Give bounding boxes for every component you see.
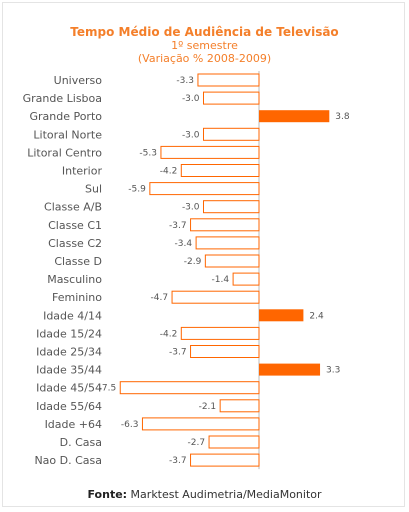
category-label: Litoral Norte [33, 128, 102, 141]
data-label: -3.0 [182, 94, 200, 104]
data-label: -6.3 [121, 420, 139, 430]
category-label: Nao D. Casa [34, 454, 102, 467]
bar [191, 346, 259, 358]
bar [204, 128, 260, 140]
bar [172, 291, 259, 303]
bar [220, 400, 259, 412]
data-label: -3.0 [182, 203, 200, 213]
bar [205, 255, 259, 267]
category-label: Sul [85, 183, 102, 196]
category-label: Litoral Centro [27, 146, 102, 159]
data-label: -1.4 [212, 275, 230, 285]
source-label: Fonte: [87, 488, 127, 501]
source-text: Marktest Audimetria/MediaMonitor [127, 488, 321, 501]
category-label: Idade 4/14 [43, 309, 102, 322]
category-label: Feminino [52, 291, 102, 304]
category-label: D. Casa [60, 436, 102, 449]
category-label: Grande Porto [29, 110, 102, 123]
category-label: Idade 25/34 [36, 346, 102, 359]
bar [204, 92, 260, 104]
category-label: Idade 15/24 [36, 327, 102, 340]
bar [204, 201, 260, 213]
bar [196, 237, 259, 249]
bar [259, 364, 320, 376]
bar [142, 418, 259, 430]
bar [209, 436, 259, 448]
bar [198, 74, 259, 86]
bar [233, 273, 259, 285]
bar [181, 327, 259, 339]
category-label: Classe D [54, 255, 102, 268]
bar [181, 165, 259, 177]
bar [161, 146, 259, 158]
data-label: -5.3 [139, 148, 157, 158]
data-label: -3.7 [169, 348, 187, 358]
bar [150, 183, 259, 195]
category-label: Classe A/B [44, 201, 102, 214]
data-label: -4.2 [160, 167, 178, 177]
data-label: -2.1 [199, 402, 217, 412]
category-label: Idade 35/44 [36, 364, 102, 377]
data-label: -5.9 [128, 185, 146, 195]
data-label: -4.2 [160, 329, 178, 339]
data-label: -2.7 [187, 438, 205, 448]
bar [120, 382, 259, 394]
data-label: -4.7 [150, 293, 168, 303]
data-label: 3.3 [326, 366, 340, 376]
data-label: 2.4 [309, 311, 324, 321]
data-label: 3.8 [335, 112, 350, 122]
category-label: Classe C2 [48, 237, 102, 250]
category-label: Grande Lisboa [23, 92, 102, 105]
category-label: Masculino [47, 273, 102, 286]
bar [259, 110, 329, 122]
data-label: -3.3 [176, 76, 194, 86]
bar [191, 454, 259, 466]
data-label: -7.5 [99, 384, 117, 394]
category-label: Idade 55/64 [36, 400, 102, 413]
category-label: Interior [62, 165, 103, 178]
category-label: Classe C1 [48, 219, 102, 232]
category-label: Idade +64 [45, 418, 102, 431]
data-label: -3.7 [169, 456, 187, 466]
data-label: -3.0 [182, 130, 200, 140]
category-label: Idade 45/54 [36, 382, 102, 395]
bar [191, 219, 259, 231]
data-label: -3.7 [169, 221, 187, 231]
bar [259, 309, 303, 321]
data-label: -3.4 [175, 239, 193, 249]
category-label: Universo [54, 74, 103, 87]
source-note: Fonte: Marktest Audimetria/MediaMonitor [0, 488, 409, 501]
data-label: -2.9 [184, 257, 202, 267]
